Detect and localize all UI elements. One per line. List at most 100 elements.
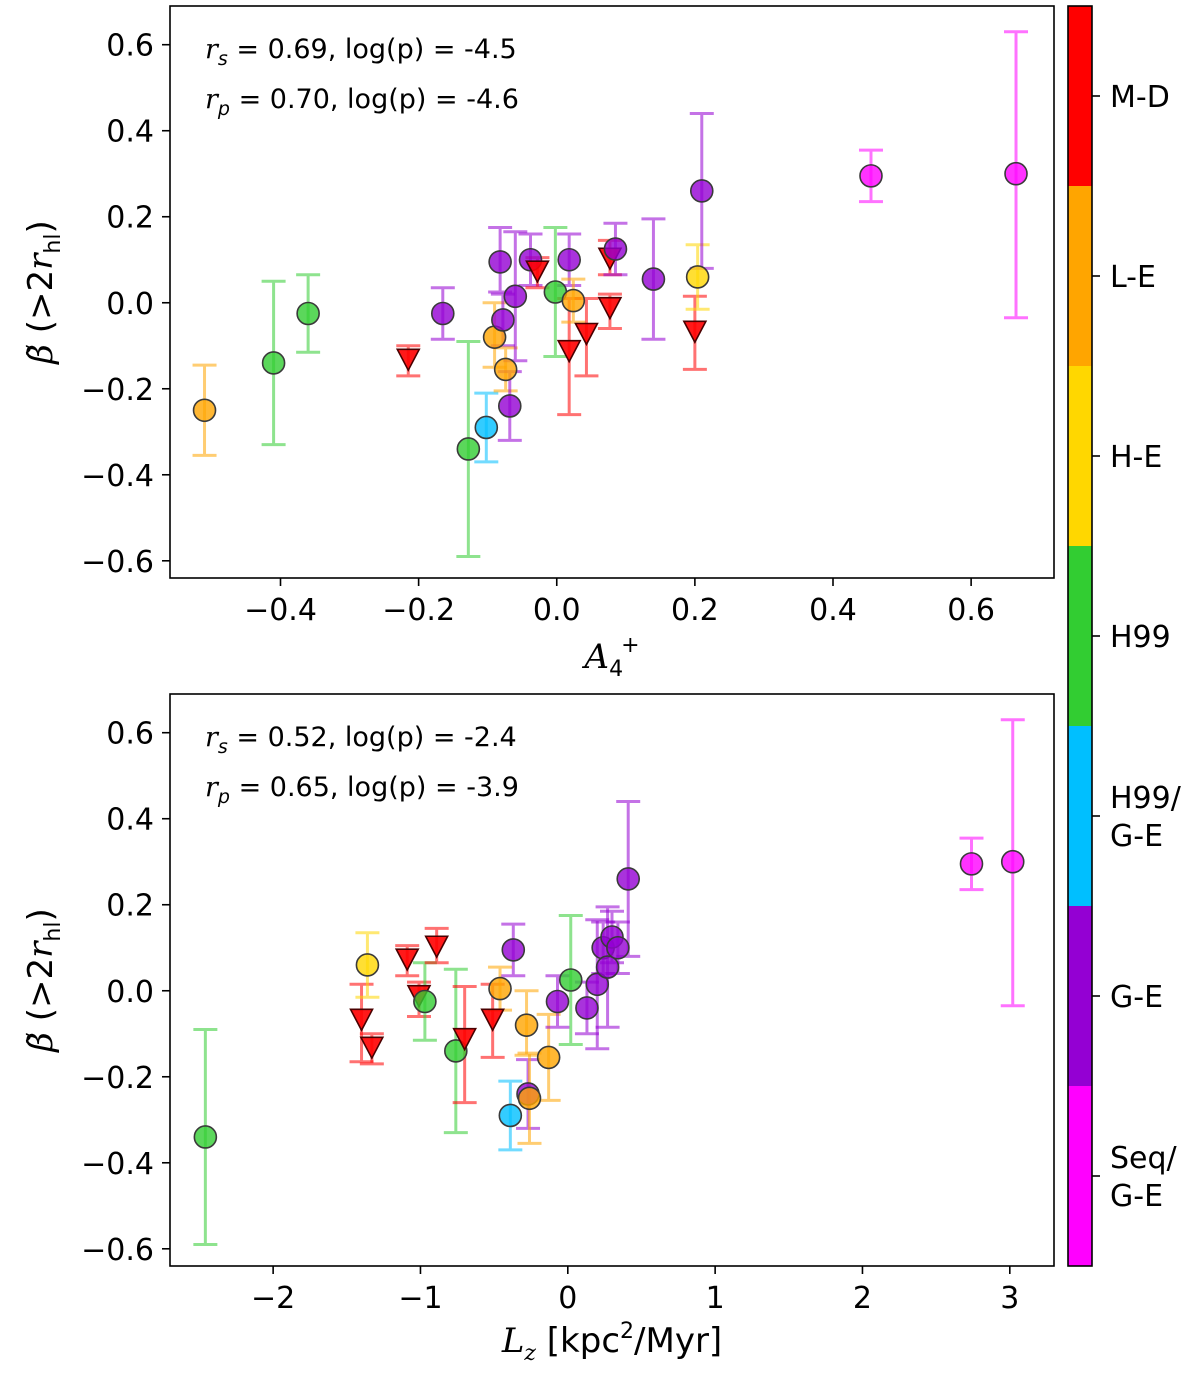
data-point [959,852,984,876]
data-point [456,437,481,461]
colorbar-label: H99/ [1110,781,1182,816]
annotation-subscript: s [218,736,228,758]
y-tick-label: 0.6 [106,717,154,752]
y-tick-label: 0.0 [106,287,154,322]
data-point-triangle [452,1027,477,1052]
x-axis-label: Lz [kpc2/Myr] [501,1319,722,1366]
data-point [501,938,526,962]
y-label-close: ) [21,908,61,921]
data-point [261,351,286,375]
data-point [595,955,620,979]
y-tick-label: 0.2 [106,889,154,924]
y-axis-label: β̃ (>2rhl) [21,220,66,365]
plot-frame [169,5,1055,579]
colorbar-segment [1068,6,1092,187]
y-label-paren: (>2 [21,958,61,1032]
annotation-text: = 0.69, log(p) = -4.5 [228,34,517,65]
data-point-triangle [556,339,582,364]
annotation-text: = 0.52, log(p) = -2.4 [228,722,517,753]
y-tick-label: 0.4 [106,115,154,150]
data-point [488,976,512,1001]
colorbar-label: G-E [1110,980,1163,1015]
x-tick-label: 0.2 [671,593,719,628]
colorbar-segment [1068,186,1092,367]
y-tick-label: −0.2 [81,1061,154,1096]
y-tick-label: −0.4 [81,459,154,494]
x-axis-label: A4+ [582,633,640,682]
data-point-triangle [424,935,449,959]
correlation-annotation: rs = 0.69, log(p) = -4.5 [205,34,517,70]
data-point [1004,161,1028,186]
data-point [575,996,599,1020]
y-tick-label: 0.2 [106,201,154,236]
data-point-triangle [349,1008,374,1032]
colorbar-segment [1068,1086,1092,1267]
x-label-sup: + [621,633,639,658]
data-point [585,972,610,997]
data-point [689,179,714,203]
x-tick-label: −0.4 [244,593,317,628]
data-point [685,265,710,289]
y-label-close: ) [21,220,61,233]
x-label-sup: 2 [620,1319,634,1344]
data-point [488,250,512,274]
colorbar-segment [1068,546,1092,727]
x-label-unit: [kpc [536,1321,620,1361]
x-tick-label: −2 [251,1281,295,1316]
data-point-triangle [480,1008,505,1032]
y-label-r: r [21,940,61,958]
data-point [474,415,499,440]
data-point-triangle [525,260,550,284]
data-point [517,1086,542,1111]
y-label-sub: hl [41,234,66,254]
data-point [859,164,883,188]
data-point-triangle [359,1036,385,1060]
x-tick-label: 0 [558,1281,577,1316]
data-point [498,1103,523,1128]
annotation-symbol: r [205,34,220,65]
annotation-subscript: p [217,786,230,808]
colorbar-label: H99 [1110,620,1171,655]
y-tick-label: 0.6 [106,29,154,64]
data-point [493,357,518,382]
data-point [193,1125,218,1149]
colorbar-segment [1068,366,1092,547]
colorbar-frame [1067,5,1093,1267]
x-tick-label: 0.4 [809,593,857,628]
correlation-annotation: rp = 0.70, log(p) = -4.6 [205,84,519,120]
colorbar-label: M-D [1110,80,1170,115]
data-point [491,308,515,332]
annotation-symbol: r [205,722,220,753]
y-label-paren: (>2 [21,270,61,344]
x-label-sub: z [523,1341,536,1366]
data-point [430,301,455,326]
x-tick-label: 0.0 [533,593,581,628]
x-label-L: L [501,1321,525,1361]
data-point-triangle [682,320,708,344]
y-label-sub: hl [41,922,66,942]
x-tick-label: −1 [398,1281,442,1316]
data-point [503,284,528,309]
data-point [561,288,586,313]
x-tick-label: 1 [706,1281,725,1316]
data-point-triangle [597,296,623,321]
data-point-triangle [394,948,420,972]
data-point [514,1013,539,1037]
top-panel: −0.4 −0.2 0.0 0.2 0.4 0.6 −0.6 −0.4 −0.2 0.0 0.2 0.… [21,5,1055,682]
colorbar-label: G-E [1110,1179,1163,1214]
data-point [603,237,628,261]
data-point [616,867,641,891]
data-point [192,398,217,423]
data-point [606,935,630,960]
data-point [444,1039,468,1063]
correlation-annotation: rp = 0.65, log(p) = -3.9 [205,772,519,808]
data-point [355,953,380,977]
y-label-beta: β̃ [21,1032,61,1054]
colorbar-label: H-E [1110,440,1162,475]
x-tick-label: 0.6 [947,593,995,628]
x-label-unit-end: /Myr] [634,1321,722,1361]
data-point [296,301,320,326]
y-axis-label: β̃ (>2rhl) [21,908,66,1053]
y-tick-label: −0.2 [81,373,154,408]
